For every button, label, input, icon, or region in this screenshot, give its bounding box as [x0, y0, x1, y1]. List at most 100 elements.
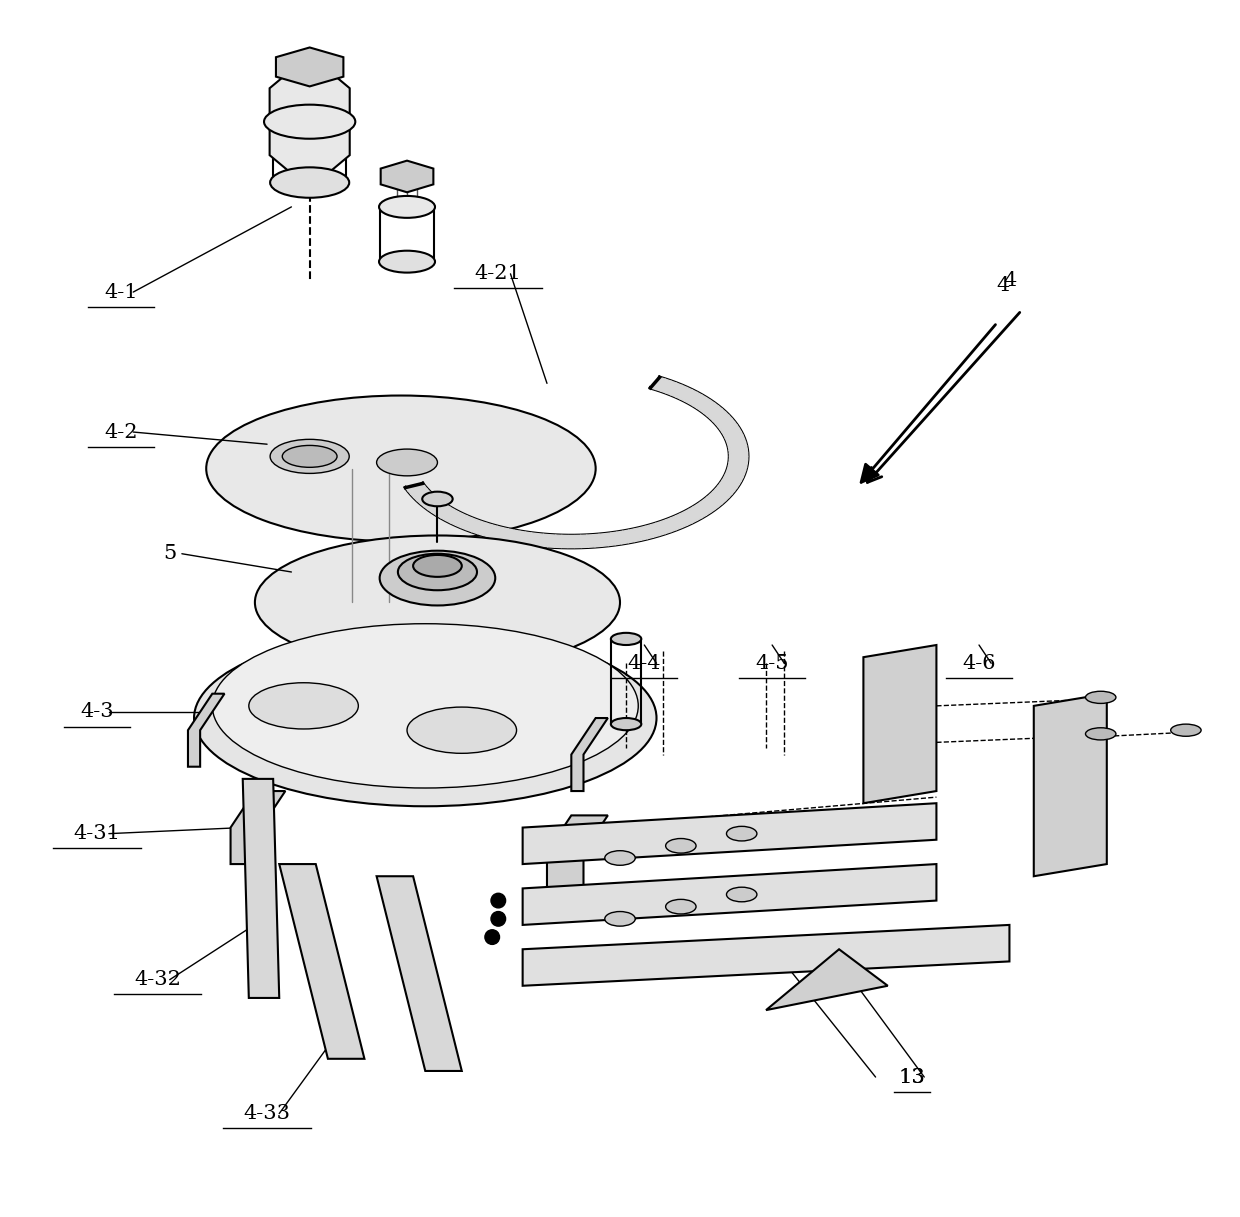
- Polygon shape: [715, 419, 734, 426]
- Polygon shape: [616, 531, 629, 544]
- Polygon shape: [713, 489, 732, 498]
- Ellipse shape: [255, 535, 620, 669]
- Polygon shape: [724, 432, 743, 438]
- Polygon shape: [727, 469, 745, 473]
- Ellipse shape: [666, 899, 696, 914]
- Polygon shape: [680, 389, 697, 400]
- Polygon shape: [231, 791, 285, 864]
- Polygon shape: [727, 439, 745, 444]
- Polygon shape: [611, 532, 622, 545]
- Polygon shape: [676, 514, 692, 526]
- Ellipse shape: [379, 251, 435, 273]
- Polygon shape: [436, 507, 454, 517]
- Ellipse shape: [727, 826, 756, 841]
- Ellipse shape: [1171, 724, 1202, 736]
- Polygon shape: [188, 694, 224, 767]
- Polygon shape: [651, 523, 666, 535]
- Polygon shape: [703, 498, 723, 506]
- Polygon shape: [680, 512, 697, 523]
- Text: 13: 13: [899, 1067, 925, 1087]
- Polygon shape: [728, 462, 748, 467]
- Polygon shape: [587, 534, 595, 548]
- Polygon shape: [707, 494, 725, 504]
- Polygon shape: [697, 503, 715, 512]
- Polygon shape: [410, 489, 430, 498]
- Polygon shape: [729, 456, 748, 460]
- Polygon shape: [460, 518, 477, 529]
- Ellipse shape: [1085, 691, 1116, 703]
- Ellipse shape: [212, 623, 639, 789]
- Polygon shape: [414, 492, 433, 500]
- Circle shape: [491, 912, 506, 926]
- Polygon shape: [718, 483, 737, 490]
- Polygon shape: [713, 415, 732, 424]
- Polygon shape: [381, 161, 433, 192]
- Polygon shape: [656, 522, 671, 533]
- Polygon shape: [720, 425, 739, 432]
- Ellipse shape: [423, 492, 453, 506]
- Circle shape: [491, 893, 506, 908]
- Polygon shape: [471, 522, 487, 533]
- Polygon shape: [428, 503, 446, 512]
- Polygon shape: [656, 380, 671, 391]
- Text: 4-4: 4-4: [627, 654, 661, 673]
- Polygon shape: [541, 534, 549, 546]
- Polygon shape: [728, 442, 746, 447]
- Polygon shape: [521, 532, 532, 545]
- Polygon shape: [377, 876, 461, 1071]
- Polygon shape: [684, 510, 702, 521]
- Polygon shape: [701, 403, 719, 413]
- Ellipse shape: [1085, 728, 1116, 740]
- Polygon shape: [703, 406, 723, 415]
- Polygon shape: [692, 505, 711, 515]
- Polygon shape: [729, 460, 748, 464]
- Polygon shape: [725, 436, 744, 441]
- Text: 4-1: 4-1: [104, 282, 138, 302]
- Polygon shape: [489, 527, 503, 539]
- Polygon shape: [651, 377, 666, 389]
- Polygon shape: [515, 531, 526, 544]
- Polygon shape: [507, 531, 520, 543]
- Ellipse shape: [270, 439, 350, 473]
- Polygon shape: [688, 396, 707, 405]
- Polygon shape: [572, 718, 608, 791]
- Polygon shape: [599, 534, 609, 546]
- Polygon shape: [405, 483, 425, 490]
- Polygon shape: [707, 409, 725, 419]
- Polygon shape: [269, 55, 350, 189]
- Polygon shape: [534, 534, 544, 546]
- Ellipse shape: [407, 707, 517, 753]
- Polygon shape: [722, 477, 742, 484]
- Polygon shape: [718, 422, 737, 430]
- Polygon shape: [671, 516, 687, 527]
- Polygon shape: [729, 449, 748, 453]
- Polygon shape: [684, 392, 702, 403]
- Polygon shape: [697, 400, 715, 410]
- Polygon shape: [645, 525, 660, 537]
- Polygon shape: [580, 535, 589, 548]
- Polygon shape: [547, 815, 608, 888]
- Circle shape: [485, 930, 500, 944]
- Polygon shape: [527, 533, 538, 545]
- Polygon shape: [440, 510, 459, 521]
- Polygon shape: [766, 949, 888, 1010]
- Polygon shape: [466, 520, 482, 532]
- Polygon shape: [692, 398, 711, 408]
- Polygon shape: [522, 925, 1009, 986]
- Polygon shape: [279, 864, 365, 1059]
- Polygon shape: [728, 445, 748, 450]
- Text: 4-5: 4-5: [755, 654, 789, 673]
- Text: 13: 13: [899, 1067, 925, 1087]
- Text: 4-2: 4-2: [104, 422, 138, 442]
- Polygon shape: [666, 518, 682, 529]
- Polygon shape: [522, 864, 936, 925]
- Polygon shape: [547, 534, 556, 548]
- Polygon shape: [688, 507, 707, 517]
- Polygon shape: [593, 534, 601, 546]
- Ellipse shape: [727, 887, 756, 902]
- Polygon shape: [477, 523, 492, 535]
- Polygon shape: [666, 383, 682, 394]
- Polygon shape: [554, 535, 562, 548]
- Polygon shape: [724, 475, 743, 481]
- Polygon shape: [728, 466, 746, 471]
